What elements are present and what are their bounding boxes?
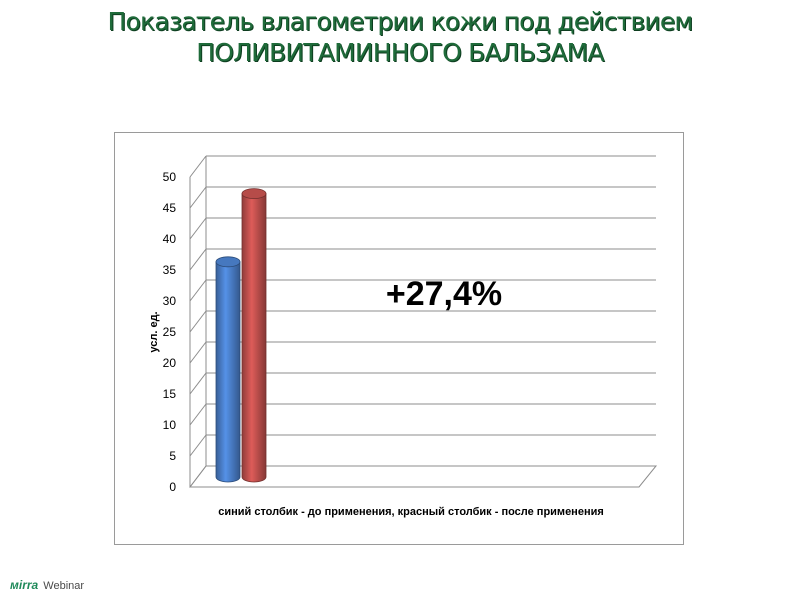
bar-body xyxy=(215,261,241,483)
gridline-side xyxy=(189,403,207,426)
gridline-side xyxy=(189,186,207,209)
gridline-side xyxy=(189,279,207,302)
footer-sub: Webinar xyxy=(43,580,85,592)
y-axis-label: усл. ед. xyxy=(148,311,160,352)
y-tick-label: 50 xyxy=(163,170,177,184)
slide-title: Показатель влагометрии кожи под действие… xyxy=(0,6,800,68)
y-tick-label: 5 xyxy=(169,449,176,463)
bar-cylinder xyxy=(241,188,267,483)
footer-brand: мirra xyxy=(10,578,39,592)
y-tick-label: 25 xyxy=(163,325,177,339)
gridline-side xyxy=(189,465,207,488)
gridline-side xyxy=(189,248,207,271)
y-tick-label: 30 xyxy=(163,294,177,308)
slide-title-line-1: Показатель влагометрии кожи под действие… xyxy=(107,7,694,36)
chart-bars xyxy=(215,188,267,483)
y-tick-label: 10 xyxy=(163,418,177,432)
x-axis-label: синий столбик - до применения, красный с… xyxy=(218,506,604,518)
gridline-side xyxy=(189,341,207,364)
bar-cylinder xyxy=(215,256,241,483)
gridline-side xyxy=(189,372,207,395)
y-axis-ticks: 0 5 10 15 20 25 30 35 40 45 50 xyxy=(163,170,177,494)
chart-frame xyxy=(114,132,684,545)
bar-top xyxy=(215,256,241,268)
y-tick-label: 0 xyxy=(169,480,176,494)
mirra-webinar-logo: мirra Webinar xyxy=(10,578,84,592)
gridline-side xyxy=(189,310,207,333)
y-tick-label: 35 xyxy=(163,263,177,277)
y-tick-label: 20 xyxy=(163,356,177,370)
slide-title-line-2: ПОЛИВИТАМИННОГО БАЛЬЗАМА xyxy=(196,38,604,67)
bar-top xyxy=(241,188,267,200)
y-tick-label: 40 xyxy=(163,232,177,246)
chart-annotation: +27,4% xyxy=(386,275,502,313)
y-tick-label: 15 xyxy=(163,387,177,401)
y-tick-label: 45 xyxy=(163,201,177,215)
gridline-side xyxy=(189,155,207,178)
gridline-side xyxy=(189,434,207,457)
bar-body xyxy=(241,193,267,483)
chart-gridlines xyxy=(188,155,658,488)
gridline-side xyxy=(189,217,207,240)
